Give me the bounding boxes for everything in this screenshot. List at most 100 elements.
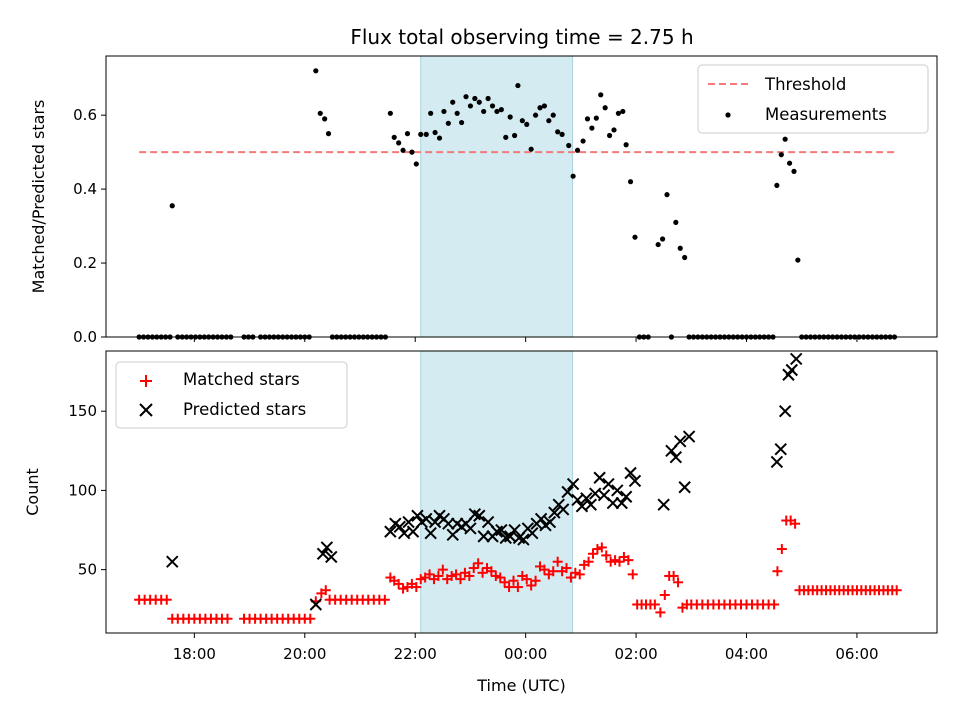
predicted-star-point xyxy=(325,550,338,564)
matched-star-point xyxy=(565,572,576,583)
top-y-tick-label: 0.6 xyxy=(73,106,97,124)
matched-star-point xyxy=(548,566,559,577)
matched-star-point xyxy=(552,556,563,567)
matched-star-point xyxy=(790,518,801,529)
predicted-star-point xyxy=(789,352,803,366)
bottom-y-axis: 50 100 150 xyxy=(68,402,106,579)
matched-star-point xyxy=(411,582,422,593)
measurement-point xyxy=(593,115,599,121)
measurement-point xyxy=(620,108,626,115)
measurement-point xyxy=(489,103,496,109)
predicted-star-point xyxy=(682,430,696,443)
matched-star-point xyxy=(433,570,444,581)
top-x-ticks xyxy=(193,337,858,342)
matched-star-point xyxy=(415,574,426,585)
legend-threshold-label: Threshold xyxy=(764,75,846,94)
measurement-point xyxy=(409,149,415,155)
predicted-star-point xyxy=(611,484,624,497)
predicted-star-point xyxy=(393,520,406,534)
predicted-star-point xyxy=(517,533,530,546)
measurement-point xyxy=(598,92,604,98)
bottom-legend-box xyxy=(115,361,348,429)
measurement-point xyxy=(606,132,613,139)
predicted-star-point xyxy=(548,506,561,519)
matched-star-point xyxy=(379,594,390,605)
bottom-y-axis-label: Count xyxy=(23,468,42,516)
top-y-tick-label: 0.4 xyxy=(73,180,97,198)
measurement-point xyxy=(778,152,784,158)
measurement-point xyxy=(550,112,556,118)
measurement-point xyxy=(317,110,323,116)
predicted-star-point xyxy=(602,477,615,491)
measurement-point xyxy=(322,116,328,122)
matched-star-point xyxy=(512,582,523,593)
bottom-x-axis: 18:00 20:00 22:00 00:00 02:00 04:00 06:00 xyxy=(173,633,879,663)
matched-star-point xyxy=(659,589,670,600)
predicted-star-point xyxy=(619,490,633,503)
predicted-star-point xyxy=(774,443,787,456)
measurement-point xyxy=(485,95,491,102)
predicted-star-point xyxy=(665,444,678,458)
predicted-star-point xyxy=(561,485,574,499)
measurement-point xyxy=(528,146,534,152)
top-legend: Threshold Measurements xyxy=(697,64,929,134)
matched-star-point xyxy=(592,544,603,555)
matched-star-point xyxy=(305,613,316,624)
measurement-point xyxy=(574,147,581,153)
measurement-point xyxy=(441,108,447,115)
predicted-star-point xyxy=(424,526,437,540)
measurement-point xyxy=(423,131,429,137)
measurement-point xyxy=(602,105,608,111)
top-y-tick-label: 0.0 xyxy=(73,328,97,346)
predicted-star-point xyxy=(442,517,455,530)
measurement-point xyxy=(428,110,434,116)
predicted-star-point xyxy=(615,496,628,510)
matched-star-point xyxy=(668,570,679,581)
measurement-point xyxy=(396,140,402,146)
matched-star-point xyxy=(769,599,780,610)
measurement-point xyxy=(507,114,513,120)
matched-star-point xyxy=(605,556,616,567)
top-y-axis-label: Matched/Predicted stars xyxy=(29,100,48,294)
measurement-point xyxy=(463,94,469,100)
bottom-y-tick-label: 50 xyxy=(78,561,97,579)
measurement-point xyxy=(664,192,670,198)
bottom-axes-frame xyxy=(105,350,938,634)
matched-star-point xyxy=(499,577,510,588)
predicted-star-point xyxy=(556,503,570,516)
bottom-legend: Matched stars Predicted stars xyxy=(115,361,348,429)
measurement-point xyxy=(786,160,793,166)
matched-star-point xyxy=(468,563,479,574)
predicted-star-point xyxy=(770,455,784,469)
predicted-star-point xyxy=(428,515,442,529)
matched-star-point xyxy=(477,567,488,578)
measurement-point xyxy=(413,161,419,167)
bottom-y-tick-label: 150 xyxy=(68,402,97,420)
predicted-star-point xyxy=(674,435,687,448)
count-panel: 50 100 150 18:00 20:00 22:00 00:00 02:00 04:00 0… xyxy=(23,350,938,695)
matched-star-point xyxy=(161,594,172,605)
predicted-star-point xyxy=(584,498,598,511)
measurement-point xyxy=(387,110,393,116)
measurement-point xyxy=(559,131,565,137)
measurement-point xyxy=(503,134,509,140)
matched-star-point xyxy=(222,613,233,624)
measurement-point xyxy=(325,131,332,137)
matched-star-point xyxy=(655,607,666,618)
predicted-star-point xyxy=(657,498,670,511)
measurement-point xyxy=(467,103,474,109)
predicted-star-point xyxy=(384,525,397,538)
predicted-star-point xyxy=(320,541,334,554)
legend-measurement-label: Measurements xyxy=(765,105,887,124)
predicted-star-point xyxy=(481,515,495,529)
matched-star-point xyxy=(464,570,475,581)
measurement-point xyxy=(519,118,525,124)
predicted-star-point xyxy=(606,496,620,510)
predicted-star-point xyxy=(464,522,477,535)
top-legend-box xyxy=(697,64,929,134)
measurement-point xyxy=(498,107,504,113)
measurement-point xyxy=(627,179,634,185)
predicted-star-point xyxy=(473,509,486,522)
predicted-star-point xyxy=(593,471,606,484)
measurement-point xyxy=(494,108,500,115)
